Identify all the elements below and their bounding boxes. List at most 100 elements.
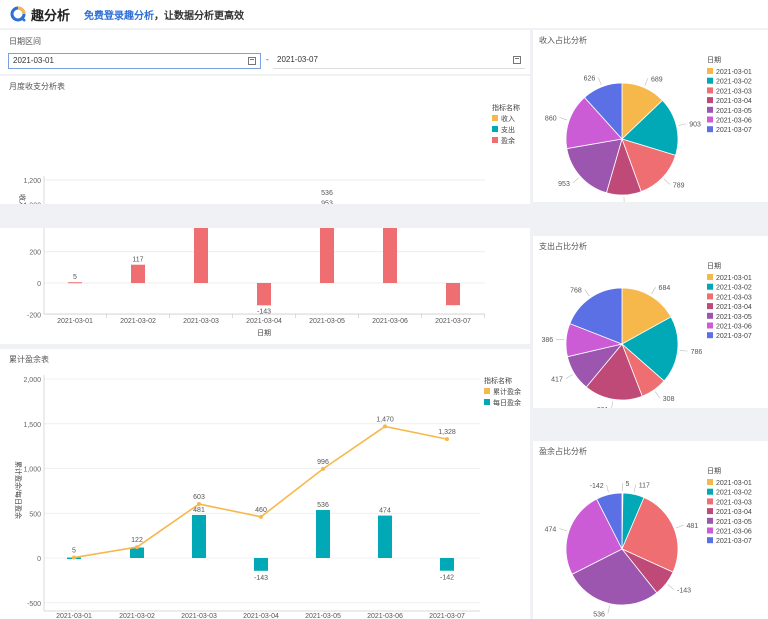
start-date-input[interactable]: 2021-03-01 <box>8 53 261 69</box>
legend-title: 指标名称 <box>492 103 520 112</box>
legend-swatch <box>707 527 713 534</box>
label-line <box>654 391 661 399</box>
data-label: 1,470 <box>376 416 394 423</box>
end-date-input[interactable]: 2021-03-07 <box>273 53 525 69</box>
x-tick-label: 2021-03-02 <box>120 318 156 325</box>
y-tick-label: 0 <box>37 281 41 288</box>
bar <box>446 283 460 306</box>
data-label: 860 <box>545 115 557 122</box>
legend-label: 2021-03-04 <box>716 304 752 311</box>
data-label: 308 <box>663 396 675 403</box>
x-tick-label: 2021-03-07 <box>435 318 471 325</box>
data-label: -143 <box>677 588 691 595</box>
bar <box>440 558 454 571</box>
data-label: 460 <box>255 507 267 514</box>
legend-swatch <box>707 293 713 300</box>
data-label: 417 <box>551 377 563 384</box>
expense-pie-panel: 支出占比分析 684 786 308 681 417 386 768 日期 2021-03-01… <box>533 236 768 408</box>
bar <box>130 547 144 558</box>
pie-slice <box>596 492 623 550</box>
pie-slice <box>566 138 623 194</box>
legend-label: 2021-03-07 <box>716 538 752 545</box>
legend-label: 2021-03-07 <box>716 333 752 340</box>
label-line <box>663 178 671 185</box>
date-filter-title: 日期区间 <box>9 37 41 46</box>
legend-swatch <box>484 399 490 405</box>
legend-label: 2021-03-06 <box>716 118 752 125</box>
data-label: 117 <box>132 257 143 264</box>
legend-label: 2021-03-03 <box>716 88 752 95</box>
x-tick-label: 2021-03-07 <box>429 613 465 619</box>
legend-swatch <box>707 517 713 524</box>
tagline-link[interactable]: 免费登录趣分析 <box>84 10 155 22</box>
tagline[interactable]: 免费登录趣分析，让数据分析更高效 <box>84 7 244 22</box>
y-tick-label: 1,500 <box>23 422 41 429</box>
pie-slice <box>621 138 677 193</box>
pie-slice <box>569 287 623 345</box>
label-line <box>667 584 675 590</box>
legend-label: 2021-03-05 <box>716 314 752 321</box>
legend-label: 2021-03-06 <box>716 529 752 536</box>
bar <box>316 510 330 558</box>
data-label: 1,328 <box>438 429 456 436</box>
data-label: 481 <box>687 523 699 530</box>
y-axis-label: 收入 k/入 <box>18 194 27 204</box>
data-point <box>321 466 325 471</box>
monthly-chart-top: 1,2001,000800600收入 k/入689903789538953860… <box>18 103 520 204</box>
legend-swatch <box>707 312 713 319</box>
income-pie-chart: 689903789538953860626日期2021-03-012021-03… <box>545 56 752 202</box>
legend-label: 2021-03-01 <box>716 69 752 76</box>
legend-label: 累计盈余 <box>493 387 521 396</box>
legend-swatch <box>707 537 713 544</box>
calendar-icon[interactable] <box>513 56 521 64</box>
data-label: 5 <box>73 274 77 281</box>
data-label: 996 <box>317 459 329 466</box>
data-label: 684 <box>659 285 671 292</box>
label-line <box>565 374 573 379</box>
legend-swatch <box>707 97 713 104</box>
legend-swatch <box>707 106 713 113</box>
legend-swatch <box>707 488 713 495</box>
legend-swatch <box>707 498 713 505</box>
data-point <box>445 437 449 442</box>
legend-swatch <box>707 303 713 310</box>
legend-title: 指标名称 <box>484 376 512 385</box>
x-tick-label: 2021-03-01 <box>57 318 93 325</box>
legend-label: 支出 <box>501 125 515 134</box>
label-line <box>559 117 568 121</box>
monthly-chart-bottom: 200 0 -200 5 117 -143 2021-03-01 2021-03-02 2021… <box>27 228 485 337</box>
bar <box>383 228 397 283</box>
legend-swatch <box>707 116 713 123</box>
bar <box>320 228 334 283</box>
monthly-title: 月度收支分析表 <box>9 82 65 91</box>
pie-slice <box>621 99 679 156</box>
pie-slice <box>583 82 623 141</box>
x-axis-label: 日期 <box>257 329 271 337</box>
x-tick-label: 2021-03-05 <box>305 613 341 619</box>
pie-slice <box>585 343 643 401</box>
legend-swatch <box>707 322 713 329</box>
app-name: 趣分析 <box>31 7 71 23</box>
calendar-icon[interactable] <box>248 57 256 65</box>
legend-swatch <box>707 87 713 94</box>
y-tick-label: 1,000 <box>23 467 41 474</box>
income-pie-title: 收入占比分析 <box>539 36 587 45</box>
cumulative-chart: 2,000 1,500 1,000 500 0 -500 累计盈余/每日盈余 481 -143 5… <box>14 375 521 619</box>
bar <box>378 515 392 558</box>
y-tick-label: -200 <box>27 312 41 319</box>
data-label: 789 <box>673 182 685 189</box>
legend-swatch <box>707 508 713 515</box>
y-tick-label: 0 <box>37 556 41 563</box>
data-label: 536 <box>321 190 333 197</box>
data-label: 536 <box>317 502 329 509</box>
y-tick-label: 1,000 <box>23 203 41 204</box>
cumulative-title: 累计盈余表 <box>9 355 49 364</box>
date-filter-panel: 日期区间 2021-03-01 - 2021-03-07 <box>0 30 530 74</box>
data-label: 474 <box>379 508 391 515</box>
label-line <box>611 401 613 408</box>
label-line <box>598 77 602 85</box>
data-label: -143 <box>254 575 268 582</box>
top-bar: 趣分析 免费登录趣分析，让数据分析更高效 <box>0 0 768 28</box>
pie-slice <box>621 316 679 382</box>
legend-swatch <box>707 126 713 133</box>
